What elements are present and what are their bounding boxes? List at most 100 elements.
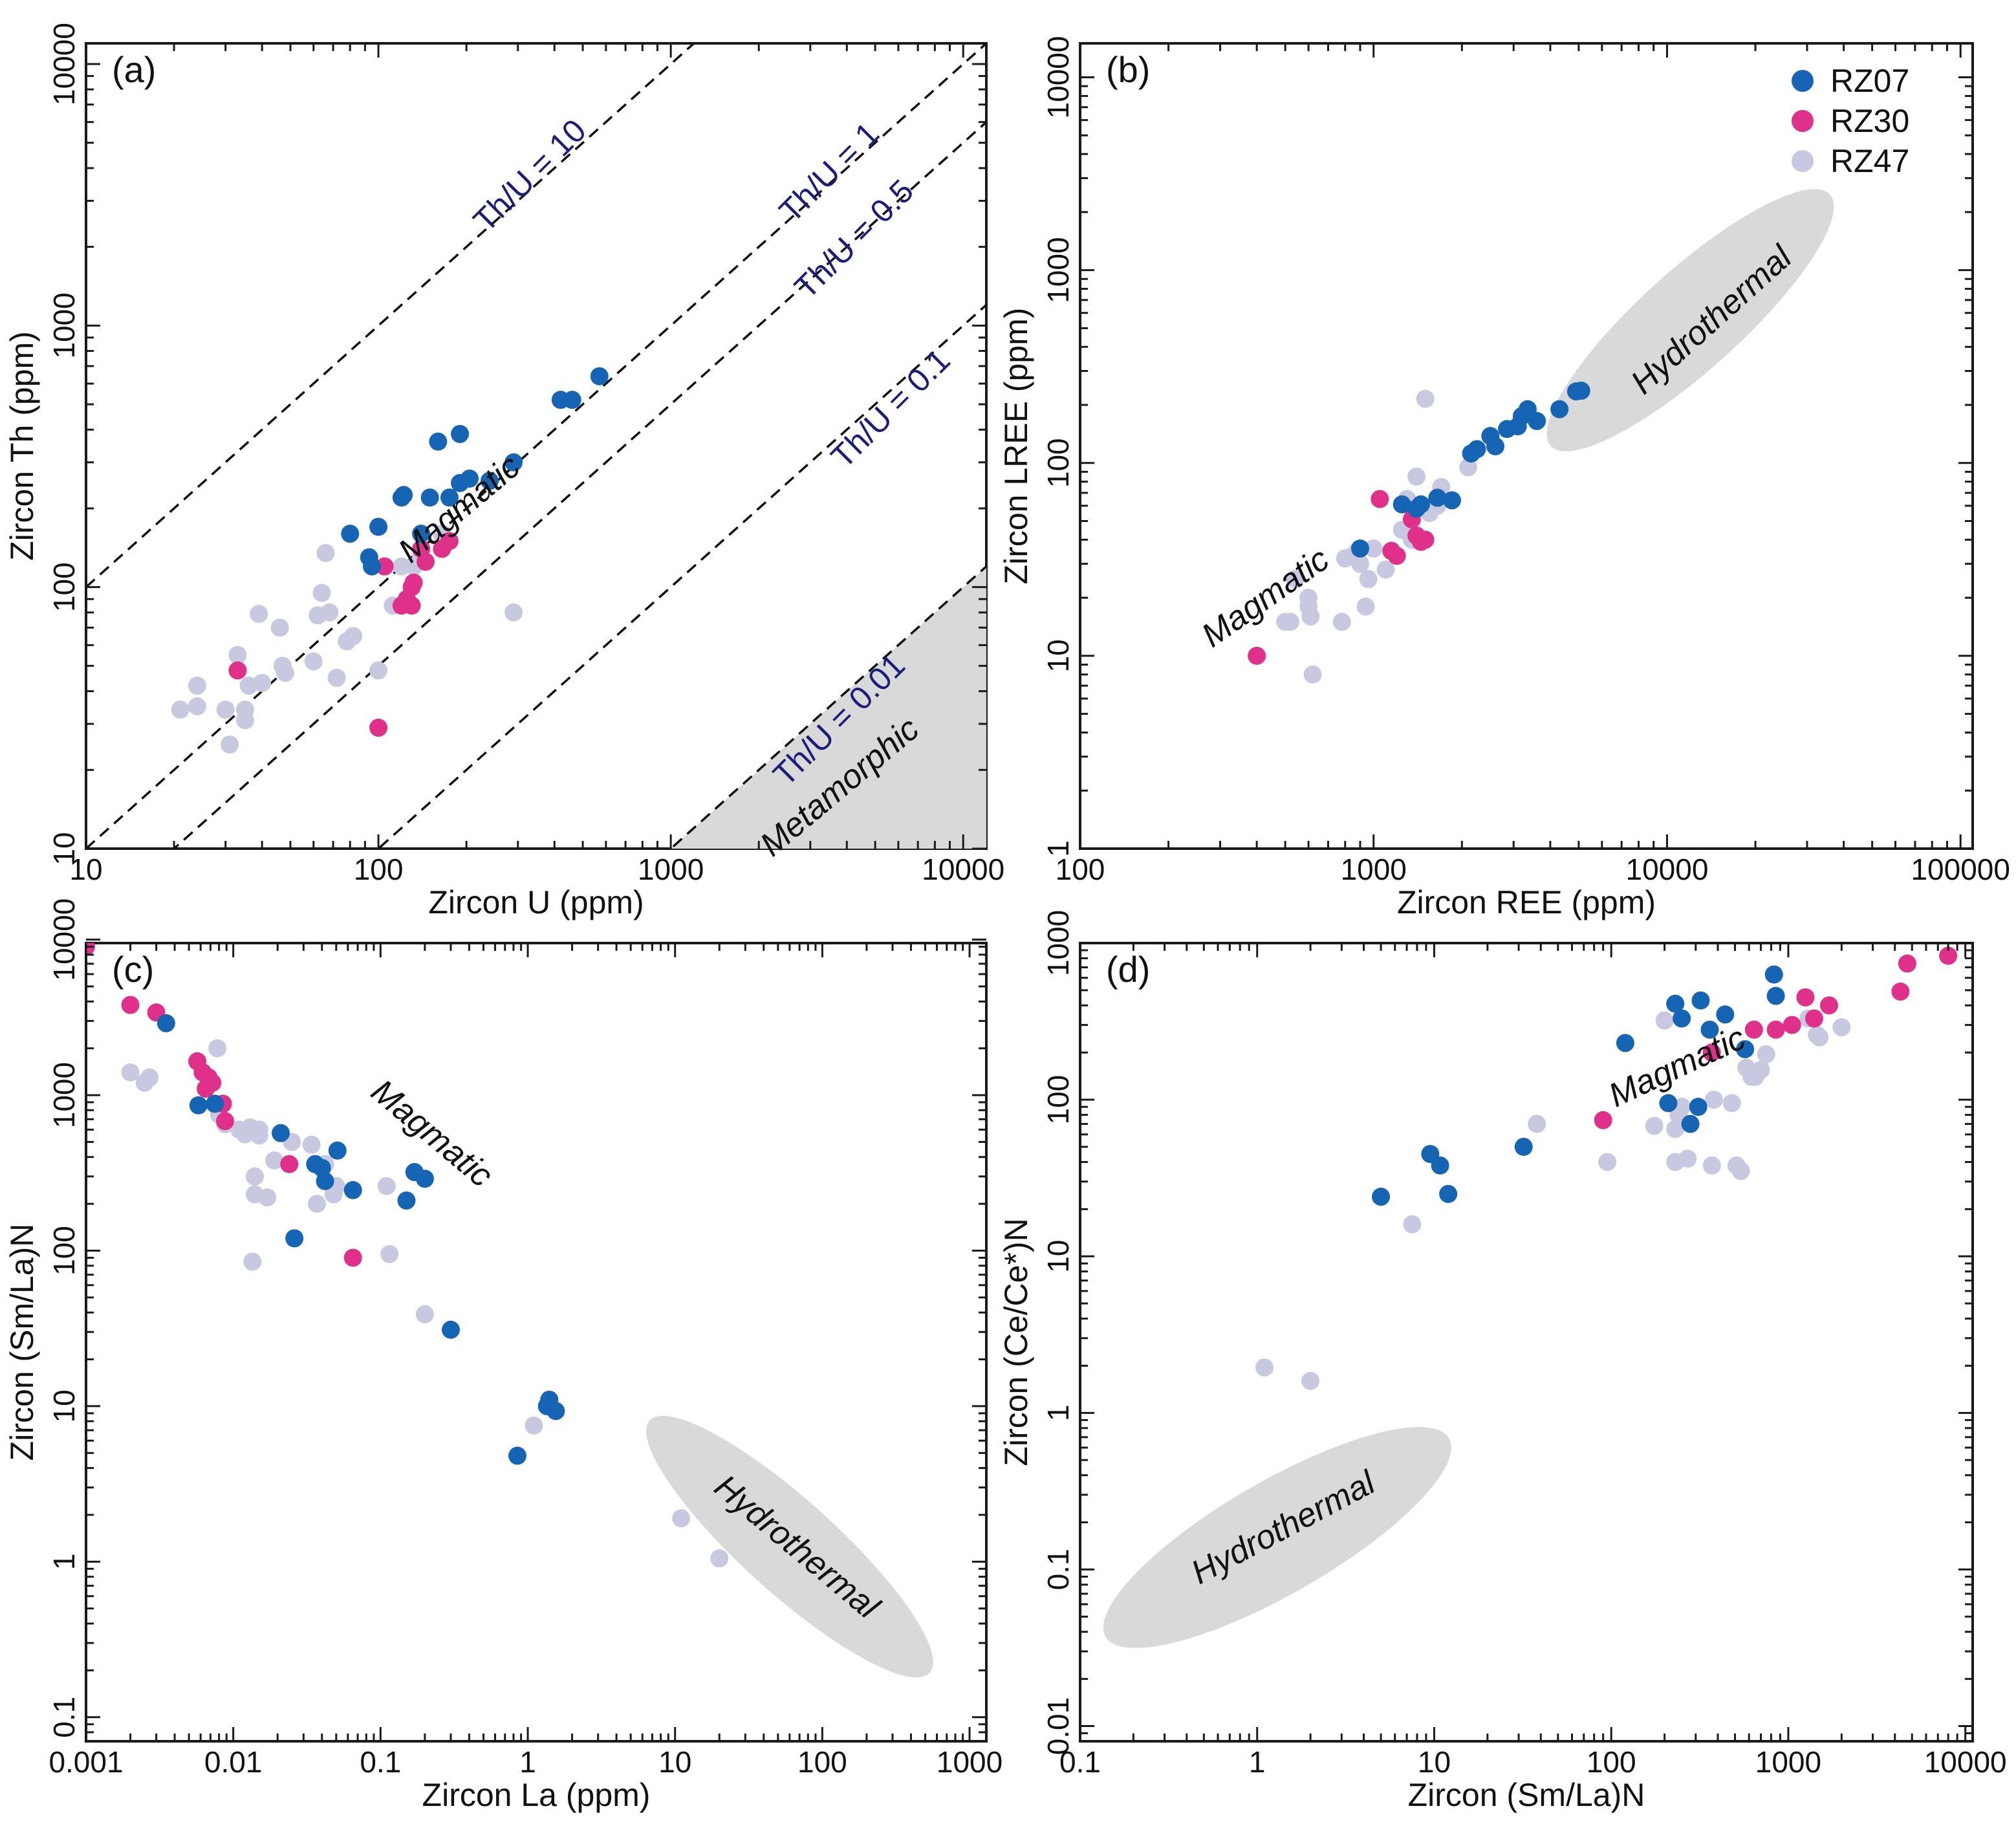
data-point-rz47: [265, 1151, 284, 1170]
x-tick-label: 1000: [1341, 853, 1407, 886]
th-u-ratio-line: [86, 43, 696, 588]
data-point-rz47: [1458, 458, 1477, 477]
data-point-rz07: [429, 432, 448, 451]
data-point-rz47: [1731, 1162, 1750, 1180]
data-point-rz07: [343, 1180, 362, 1199]
data-point-rz07: [285, 1229, 304, 1248]
data-point-rz07: [480, 472, 499, 490]
x-axis-title: Zircon U (ppm): [428, 884, 644, 920]
data-point-rz30: [1891, 983, 1910, 1001]
y-tick-label: 10: [1041, 639, 1075, 672]
data-point-rz47: [1678, 1149, 1697, 1168]
data-point-rz47: [1356, 597, 1375, 616]
data-point-rz47: [1416, 389, 1435, 408]
data-point-rz30: [1248, 646, 1266, 665]
data-point-rz47: [320, 603, 339, 622]
panel-label: (d): [1106, 949, 1150, 990]
y-tick-label: 1: [47, 1554, 81, 1571]
x-tick-label: 1000: [937, 1745, 1003, 1779]
data-point-rz07: [341, 525, 360, 543]
legend: RZ07 RZ30 RZ47: [1792, 63, 1909, 179]
x-tick-label: 10000: [1626, 853, 1709, 886]
plot-content: [86, 43, 986, 849]
data-point-rz30: [343, 1248, 362, 1267]
x-tick-label: 0.1: [1059, 1745, 1101, 1779]
panel-label: (a): [112, 49, 156, 90]
x-tick-label: 10000: [1924, 1745, 2007, 1779]
data-point-rz47: [369, 661, 388, 680]
data-point-rz30: [1594, 1111, 1612, 1129]
data-point-rz07: [395, 486, 413, 505]
data-point-rz07: [1691, 991, 1710, 1010]
data-point-rz30: [280, 1155, 299, 1173]
legend-label-rz30: RZ30: [1830, 103, 1909, 139]
data-point-rz47: [1364, 539, 1383, 558]
data-point-rz07: [441, 1320, 460, 1339]
data-point-rz47: [1303, 665, 1322, 684]
data-point-rz47: [316, 543, 335, 562]
data-point-rz07: [451, 424, 470, 443]
y-tick-label: 10000: [1041, 36, 1075, 119]
data-point-rz47: [377, 1177, 396, 1195]
data-point-rz47: [672, 1509, 691, 1528]
data-point-rz30: [1820, 996, 1839, 1015]
y-tick-label: 1000: [1041, 910, 1075, 976]
data-point-rz30: [228, 661, 247, 680]
data-point-rz30: [1416, 530, 1435, 549]
x-axis-title: Zircon REE (ppm): [1397, 884, 1656, 920]
y-axis-title: Zircon Th (ppm): [4, 331, 40, 561]
data-point-rz30: [121, 995, 140, 1014]
data-point-rz47: [1281, 613, 1299, 631]
data-point-rz07: [563, 391, 581, 409]
data-point-rz47: [1403, 1215, 1422, 1234]
data-point-rz07: [1468, 440, 1486, 459]
data-point-rz47: [1655, 1011, 1674, 1030]
panel-c-smla-vs-la: 0.001 0.01 0.1 1 10 100 1000 0.1 1 10 100 1000 10000…: [4, 898, 1003, 1813]
data-point-rz47: [1598, 1153, 1617, 1171]
data-point-rz47: [1704, 1091, 1723, 1109]
x-tick-label: 1000: [638, 853, 704, 886]
panel-a-th-vs-u: 10 100 1000 10000 10 100 1000 10000 Zircon U (pp…: [4, 23, 1004, 920]
data-point-rz07: [415, 1169, 434, 1188]
data-point-rz47: [1645, 1116, 1664, 1135]
data-point-rz07: [1700, 1020, 1719, 1039]
data-point-rz47: [1407, 467, 1426, 486]
data-point-rz47: [208, 1039, 227, 1058]
legend-marker-rz47: [1792, 150, 1814, 172]
data-point-rz07: [1372, 1188, 1391, 1206]
data-point-rz07: [1616, 1034, 1634, 1052]
data-point-rz47: [245, 1167, 264, 1186]
y-tick-label: 100: [47, 1226, 81, 1276]
data-point-rz07: [272, 1124, 290, 1142]
data-point-rz07: [590, 367, 609, 386]
data-point-rz07: [1428, 488, 1447, 507]
x-tick-label: 10000: [922, 853, 1004, 886]
x-axis-title: Zircon (Sm/La)N: [1408, 1777, 1645, 1813]
y-tick-label: 1: [1041, 840, 1075, 857]
data-point-rz07: [461, 469, 479, 488]
data-point-rz30: [1898, 954, 1916, 973]
data-point-rz30: [1766, 1020, 1785, 1039]
data-point-rz07: [1666, 994, 1685, 1013]
data-point-rz07: [440, 488, 459, 507]
data-point-rz07: [328, 1141, 347, 1160]
data-point-rz47: [1359, 570, 1378, 589]
hydrothermal-field: [1103, 1427, 1451, 1648]
data-point-rz07: [547, 1402, 565, 1420]
y-tick-label: 1: [1041, 1405, 1075, 1422]
y-tick-label: 0.1: [1041, 1549, 1075, 1590]
data-point-rz47: [1757, 1045, 1775, 1063]
data-point-rz47: [504, 603, 523, 622]
panel-label: (c): [112, 949, 154, 990]
y-tick-label: 10: [47, 1389, 81, 1422]
panel-d-cece-vs-smla: 0.1 1 10 100 1000 100000.010.11101001000Zirco…: [998, 910, 2007, 1813]
y-tick-label: 0.01: [1041, 1697, 1075, 1755]
data-point-rz07: [1350, 539, 1369, 558]
data-point-rz47: [171, 701, 190, 719]
data-point-rz47: [276, 664, 294, 682]
data-point-rz30: [1783, 1016, 1801, 1034]
y-tick-label: 10000: [47, 898, 81, 981]
data-point-rz07: [1572, 382, 1590, 400]
data-point-rz47: [140, 1068, 159, 1087]
